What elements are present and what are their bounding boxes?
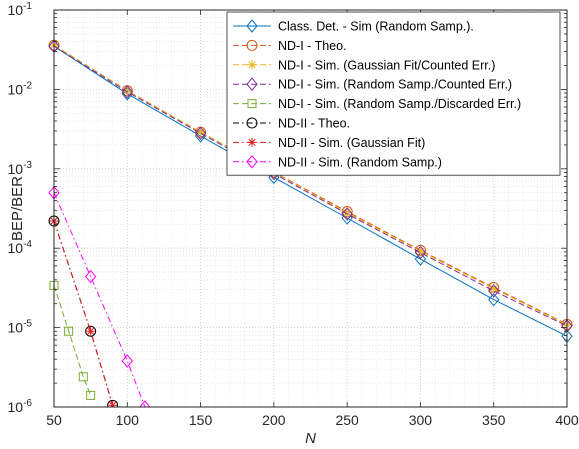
- grid: [53, 9, 568, 408]
- legend-marker: [246, 19, 258, 33]
- legend-marker: [247, 60, 257, 70]
- legend-marker: [246, 39, 258, 51]
- x-tick-label: 400: [555, 412, 579, 428]
- x-tick-label: 250: [335, 412, 359, 428]
- data-point: [84, 269, 97, 284]
- data-point: [139, 400, 151, 407]
- legend-label: ND-II - Sim. (Random Samp.): [278, 155, 442, 169]
- series-line: [53, 192, 146, 407]
- data-point: [341, 207, 353, 221]
- series-4: [49, 280, 96, 400]
- legend-marker: [246, 155, 258, 169]
- data-point: [488, 292, 500, 307]
- legend: Class. Det. - Sim (Random Samp.). ND-I - …: [226, 11, 561, 176]
- data-point: [86, 390, 96, 400]
- legend-marker: [247, 99, 257, 109]
- series-line: [53, 44, 568, 326]
- series-line: [53, 45, 568, 327]
- y-tick-label: 10-4: [8, 239, 33, 256]
- data-point: [107, 399, 119, 407]
- legend-marker: [246, 77, 258, 91]
- data-point: [488, 284, 500, 298]
- legend-marker: [247, 137, 257, 147]
- x-tick-label: 350: [482, 412, 506, 428]
- data-point: [121, 354, 133, 368]
- series-line: [53, 45, 568, 337]
- legend-box: [226, 11, 561, 176]
- y-tick-label: 10-2: [8, 80, 33, 97]
- data-point: [64, 326, 74, 336]
- x-tick-label: 100: [116, 412, 140, 428]
- data-point: [121, 85, 133, 99]
- y-tick-label: 10-5: [8, 319, 33, 336]
- data-point: [414, 252, 427, 266]
- x-tick-label: 200: [262, 412, 286, 428]
- legend-label: ND-II - Sim. (Gaussian Fit): [278, 136, 425, 150]
- data-point: [121, 87, 133, 101]
- tick-labels: 50 100 150 200 250 300 350 400 10-6 10-5 10-4 10-3 1…: [8, 1, 579, 428]
- data-point: [108, 400, 118, 407]
- legend-label: ND-I - Sim. (Random Samp./Counted Err.): [278, 78, 512, 92]
- x-tick-label: 300: [409, 412, 433, 428]
- x-tick-label: 150: [189, 412, 213, 428]
- legend-label: ND-I - Theo.: [278, 39, 347, 53]
- x-axis-label: N: [305, 430, 316, 447]
- data-point: [194, 126, 207, 141]
- x-tick-label: 50: [46, 412, 62, 428]
- data-point: [414, 245, 427, 260]
- series-line: [53, 220, 114, 406]
- data-point: [86, 326, 96, 336]
- legend-label: Class. Det. - Sim (Random Samp.).: [278, 20, 474, 34]
- legend-label: ND-I - Sim. (Random Samp./Discarded Err.…: [278, 97, 521, 111]
- legend-label: ND-I - Sim. (Gaussian Fit/Counted Err.): [278, 58, 495, 72]
- y-tick-label: 10-6: [8, 398, 33, 415]
- y-axis-label: BEP/BER: [9, 176, 26, 241]
- y-tick-label: 10-1: [8, 1, 33, 18]
- data-point: [78, 372, 88, 382]
- legend-label: ND-II - Theo.: [278, 117, 350, 131]
- y-tick-label: 10-3: [8, 160, 33, 177]
- series-7: [48, 185, 151, 407]
- data-point: [85, 325, 97, 337]
- legend-marker: [246, 117, 258, 129]
- axes-box: [53, 9, 568, 408]
- series-line: [53, 285, 92, 396]
